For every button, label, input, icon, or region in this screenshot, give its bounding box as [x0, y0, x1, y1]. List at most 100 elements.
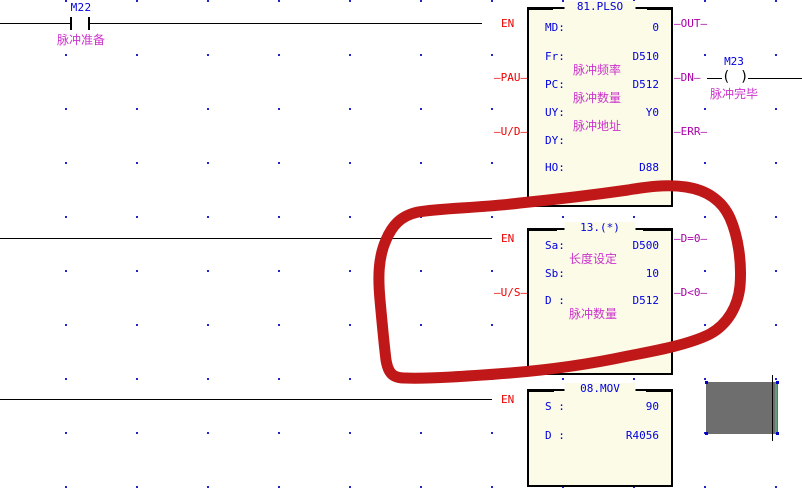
param-value-uy[interactable]: Y0 — [645, 106, 659, 119]
coil-paren-right: ) — [740, 69, 749, 85]
grid-dot — [278, 54, 280, 56]
pin-dn-plso-label: DN — [680, 71, 694, 84]
param-label-md: MD: — [545, 21, 565, 34]
grid-dot — [491, 378, 493, 380]
param-label-sb: Sb: — [545, 267, 565, 280]
grid-dot — [704, 378, 706, 380]
selection-handle-tl[interactable] — [705, 381, 708, 384]
rung-2-wire — [0, 238, 492, 239]
grid-dot — [704, 486, 706, 488]
coil-m23-comment: 脉冲完毕 — [709, 87, 758, 101]
contact-m22-comment: 脉冲准备 — [56, 33, 105, 47]
grid-dot — [207, 108, 209, 110]
selected-object[interactable] — [706, 382, 778, 434]
pin-ud-plso: —U/D— — [494, 125, 528, 138]
contact-bar-right — [88, 17, 90, 30]
param-comment-uy: 脉冲地址 — [573, 119, 622, 133]
pin-dlt0-multiply-label: D<0 — [680, 286, 701, 299]
rung-1-wire-left — [0, 23, 70, 24]
param-value-d-mov[interactable]: R4056 — [625, 429, 659, 442]
grid-dot — [349, 216, 351, 218]
grid-dot — [207, 162, 209, 164]
param-value-pc[interactable]: D512 — [632, 78, 660, 91]
grid-dot — [136, 216, 138, 218]
grid-dot — [207, 270, 209, 272]
title-rule-left — [527, 8, 553, 10]
pin-err-plso: —ERR— — [674, 125, 708, 138]
param-value-sa[interactable]: D500 — [632, 239, 660, 252]
function-block-plso[interactable]: 81.PLSO MD: 0 Fr: D510 脉冲频率 PC: D512 脉冲数… — [527, 1, 673, 207]
grid-dot — [491, 0, 493, 2]
grid-dot — [349, 162, 351, 164]
param-value-ho[interactable]: D88 — [639, 161, 659, 174]
pin-en-plso-label: EN — [501, 17, 515, 30]
grid-dot — [491, 162, 493, 164]
grid-dot — [349, 324, 351, 326]
title-rule-left — [527, 390, 554, 392]
pin-en-mov: EN — [501, 394, 514, 405]
grid-dot — [420, 378, 422, 380]
selection-handle-br[interactable] — [776, 432, 779, 435]
param-value-sb[interactable]: 10 — [645, 267, 659, 280]
grid-dot — [349, 54, 351, 56]
grid-dot — [775, 324, 777, 326]
grid-dot — [278, 108, 280, 110]
grid-dot — [420, 432, 422, 434]
function-block-mov[interactable]: 08.MOV S : 90 D : R4056 — [527, 383, 673, 487]
param-label-uy: UY: — [545, 106, 565, 119]
pin-en-mov-label: EN — [501, 393, 515, 406]
grid-dot — [136, 432, 138, 434]
param-value-s[interactable]: 90 — [645, 400, 659, 413]
param-label-ho: HO: — [545, 161, 565, 174]
grid-dot — [704, 54, 706, 56]
param-label-dy: DY: — [545, 134, 565, 147]
grid-dot — [420, 486, 422, 488]
contact-bar-left — [70, 17, 72, 30]
grid-dot — [278, 216, 280, 218]
param-comment-pc: 脉冲数量 — [573, 91, 622, 105]
pin-us-multiply: —U/S— — [494, 286, 528, 299]
pin-dn-plso: —DN— — [674, 71, 701, 84]
grid-dot — [65, 108, 67, 110]
grid-dot — [207, 216, 209, 218]
grid-dot — [491, 108, 493, 110]
grid-dot — [65, 486, 67, 488]
grid-dot — [349, 378, 351, 380]
grid-dot — [278, 162, 280, 164]
grid-dot — [136, 0, 138, 2]
grid-dot — [136, 162, 138, 164]
selection-handle-bl[interactable] — [705, 432, 708, 435]
param-value-d[interactable]: D512 — [632, 294, 660, 307]
grid-dot — [136, 486, 138, 488]
param-value-md[interactable]: 0 — [652, 21, 659, 34]
grid-dot — [207, 378, 209, 380]
function-block-multiply[interactable]: 13.(*) Sa: D500 长度设定 Sb: 10 D : D512 脉冲数… — [527, 222, 673, 375]
grid-dot — [349, 108, 351, 110]
grid-dot — [278, 378, 280, 380]
grid-dot — [136, 270, 138, 272]
param-label-pc: PC: — [545, 78, 565, 91]
grid-dot — [775, 270, 777, 272]
grid-dot — [633, 216, 635, 218]
grid-dot — [704, 324, 706, 326]
grid-dot — [136, 108, 138, 110]
grid-dot — [349, 270, 351, 272]
grid-dot — [420, 0, 422, 2]
rung-3-wire — [0, 399, 492, 400]
grid-dot — [491, 54, 493, 56]
pin-ud-plso-label: U/D — [500, 125, 521, 138]
function-block-plso-title: 81.PLSO — [564, 1, 636, 13]
param-label-sa: Sa: — [545, 239, 565, 252]
grid-dot — [562, 486, 564, 488]
param-comment-sa: 长度设定 — [569, 252, 618, 266]
param-value-fr[interactable]: D510 — [632, 50, 660, 63]
selection-cursor-line — [772, 375, 773, 441]
title-rule-right — [647, 8, 673, 10]
grid-dot — [207, 54, 209, 56]
grid-dot — [278, 270, 280, 272]
grid-dot — [207, 0, 209, 2]
selection-handle-tr[interactable] — [776, 381, 779, 384]
pin-out-plso: —OUT— — [674, 17, 708, 30]
grid-dot — [562, 378, 564, 380]
